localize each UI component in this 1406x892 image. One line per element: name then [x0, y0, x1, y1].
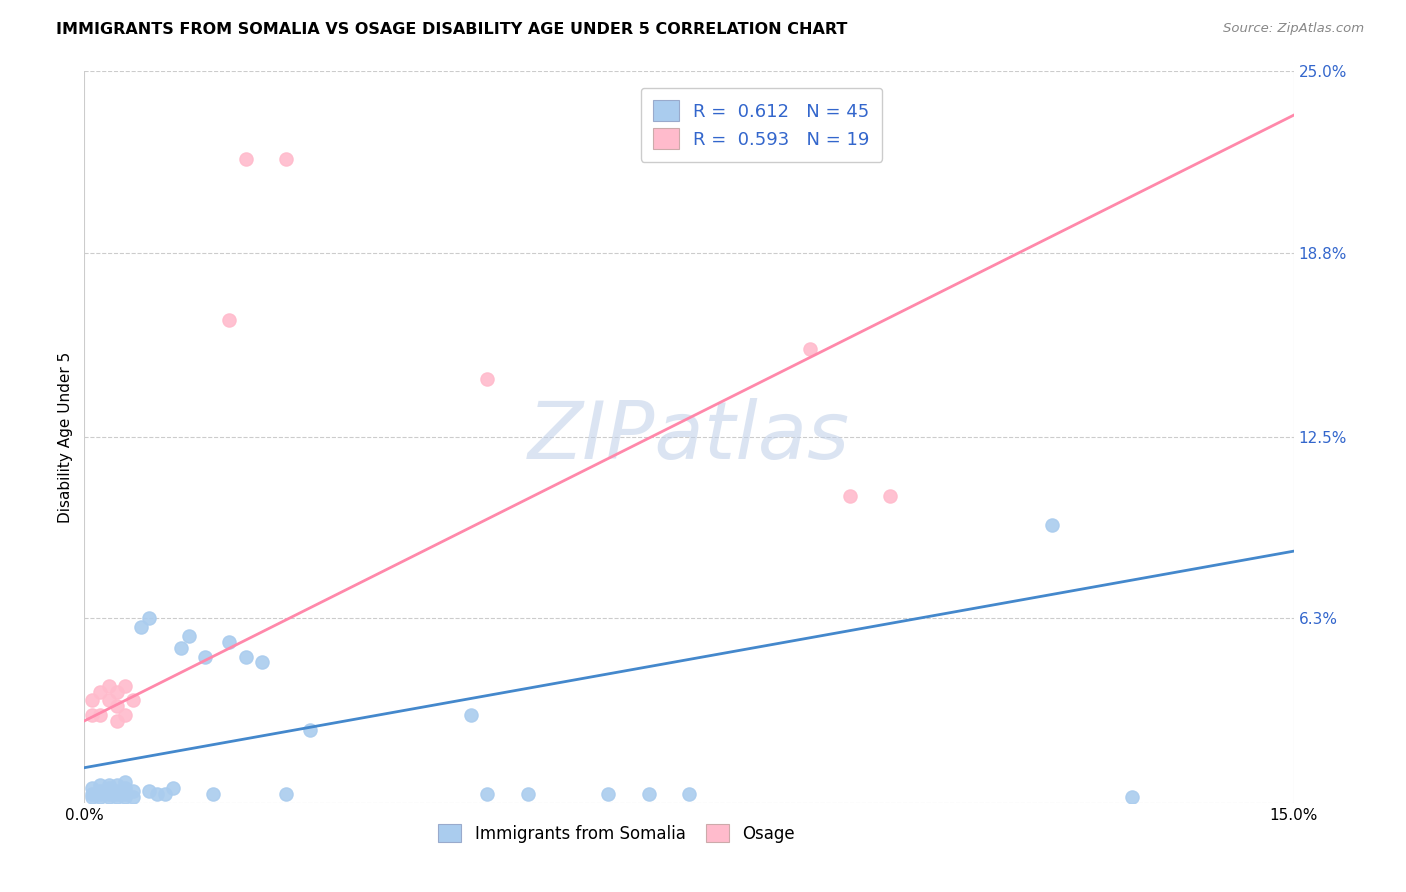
Point [89, 789, 111, 804]
Point [97, 679, 120, 693]
Point [89, 784, 111, 798]
Point [162, 781, 184, 796]
Point [799, 343, 821, 357]
Point [235, 649, 257, 664]
Point [1040, 517, 1063, 532]
Point [89, 778, 111, 792]
Point [170, 640, 193, 655]
Point [105, 787, 128, 801]
Point [138, 611, 160, 625]
Point [105, 789, 128, 804]
Point [114, 708, 136, 723]
Point [114, 775, 136, 789]
Point [121, 789, 143, 804]
Point [235, 152, 257, 166]
Y-axis label: Disability Age Under 5: Disability Age Under 5 [58, 351, 73, 523]
Point [89, 787, 111, 801]
Point [97, 693, 120, 707]
Text: IMMIGRANTS FROM SOMALIA VS OSAGE DISABILITY AGE UNDER 5 CORRELATION CHART: IMMIGRANTS FROM SOMALIA VS OSAGE DISABIL… [56, 22, 848, 37]
Point [114, 679, 136, 693]
Point [82, 787, 104, 801]
Legend: Immigrants from Somalia, Osage: Immigrants from Somalia, Osage [432, 818, 801, 849]
Point [114, 789, 136, 804]
Point [121, 693, 143, 707]
Point [250, 656, 273, 670]
Point [839, 489, 862, 503]
Point [82, 693, 104, 707]
Point [146, 787, 169, 801]
Point [114, 787, 136, 801]
Point [97, 787, 120, 801]
Point [274, 787, 297, 801]
Point [105, 684, 128, 698]
Point [194, 649, 217, 664]
Point [82, 781, 104, 796]
Point [218, 313, 240, 327]
Point [82, 789, 104, 804]
Point [129, 620, 152, 634]
Point [114, 781, 136, 796]
Point [89, 684, 111, 698]
Text: Source: ZipAtlas.com: Source: ZipAtlas.com [1223, 22, 1364, 36]
Point [105, 778, 128, 792]
Point [105, 784, 128, 798]
Text: ZIPatlas: ZIPatlas [527, 398, 851, 476]
Point [82, 708, 104, 723]
Point [299, 723, 322, 737]
Point [97, 789, 120, 804]
Point [97, 781, 120, 796]
Point [1121, 789, 1143, 804]
Point [97, 784, 120, 798]
Point [218, 635, 240, 649]
Point [516, 787, 538, 801]
Point [637, 787, 659, 801]
Point [153, 787, 176, 801]
Point [274, 152, 297, 166]
Point [879, 489, 901, 503]
Point [179, 629, 201, 643]
Point [105, 699, 128, 714]
Point [202, 787, 225, 801]
Point [97, 778, 120, 792]
Point [678, 787, 700, 801]
Point [121, 784, 143, 798]
Point [460, 708, 482, 723]
Point [138, 784, 160, 798]
Point [89, 708, 111, 723]
Point [105, 714, 128, 728]
Point [477, 371, 499, 385]
Point [477, 787, 499, 801]
Point [598, 787, 620, 801]
